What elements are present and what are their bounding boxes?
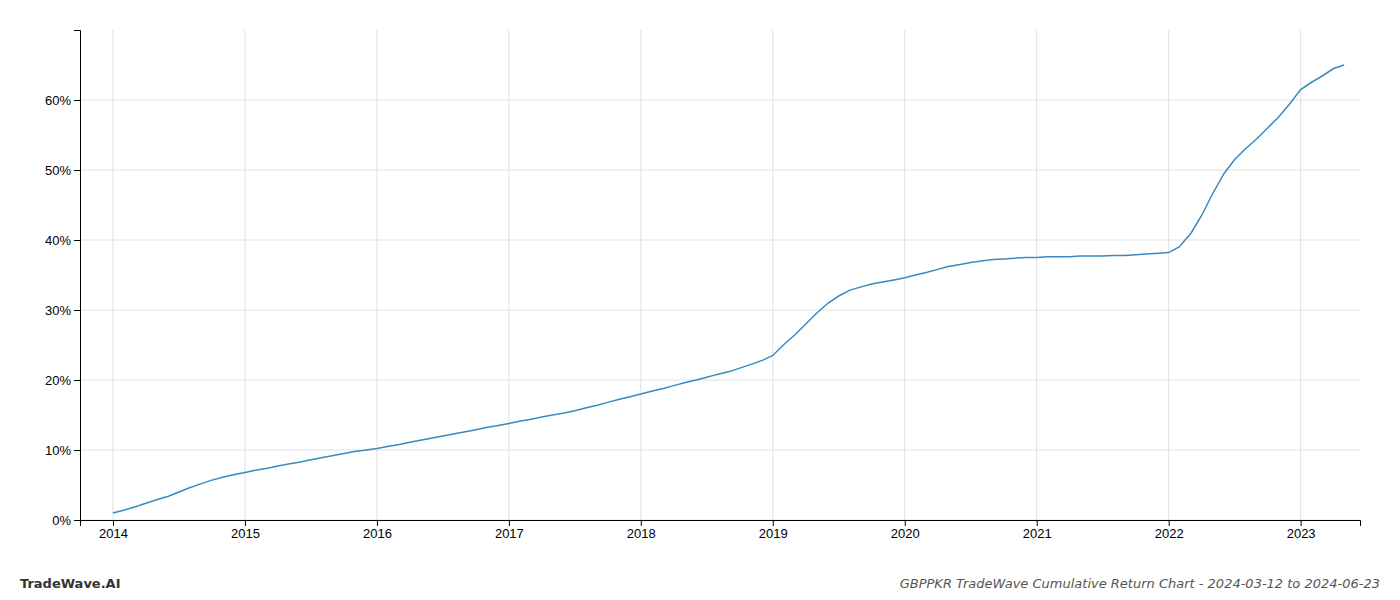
y-axis-line [74, 31, 81, 521]
x-tick-mark [773, 520, 774, 526]
x-grid-line [244, 30, 245, 520]
x-tick: 2014 [99, 520, 128, 541]
chart-svg: 2014 2015 2016 2017 2018 2019 2020 2021 2022 2023… [0, 0, 1400, 600]
x-grid-line [772, 30, 773, 520]
x-tick: 2016 [363, 520, 392, 541]
x-tick-label: 2015 [231, 526, 260, 541]
x-tick-label: 2017 [495, 526, 524, 541]
y-tick: 0% [52, 513, 80, 528]
x-grid-line [1168, 30, 1169, 520]
line [113, 65, 1344, 513]
y-tick-mark [74, 380, 80, 381]
x-tick: 2019 [759, 520, 788, 541]
x-tick-label: 2019 [759, 526, 788, 541]
x-grid-line [508, 30, 509, 520]
y-tick: 20% [45, 373, 80, 388]
x-tick-label: 2014 [99, 526, 128, 541]
x-tick: 2023 [1287, 520, 1316, 541]
x-tick-mark [1301, 520, 1302, 526]
y-grid-line [80, 170, 1360, 171]
y-tick-label: 50% [45, 163, 71, 178]
y-grid-line [80, 310, 1360, 311]
marks [113, 65, 1344, 513]
y-grid-line [80, 450, 1360, 451]
x-tick-mark [245, 520, 246, 526]
x-tick-mark [113, 520, 114, 526]
x-tick-mark [1037, 520, 1038, 526]
y-tick-label: 30% [45, 303, 71, 318]
y-tick-label: 40% [45, 233, 71, 248]
x-tick: 2020 [891, 520, 920, 541]
plot-area: 2014 2015 2016 2017 2018 2019 2020 2021 2022 2023… [45, 30, 1361, 541]
x-tick-label: 2021 [1023, 526, 1052, 541]
y-tick-mark [74, 170, 80, 171]
y-tick-mark [74, 450, 80, 451]
x-tick: 2015 [231, 520, 260, 541]
y-tick-label: 0% [52, 513, 71, 528]
x-grid-line [376, 30, 377, 520]
grid [80, 30, 1360, 520]
x-grid-line [1300, 30, 1301, 520]
y-tick-mark [74, 520, 80, 521]
x-tick-label: 2022 [1155, 526, 1184, 541]
x-tick-mark [641, 520, 642, 526]
x-tick: 2018 [627, 520, 656, 541]
y-tick: 10% [45, 443, 80, 458]
y-tick-label: 10% [45, 443, 71, 458]
y-tick: 40% [45, 233, 80, 248]
x-tick-mark [509, 520, 510, 526]
x-tick-mark [377, 520, 378, 526]
y-grid-line [80, 240, 1360, 241]
x-tick-label: 2023 [1287, 526, 1316, 541]
y-tick: 50% [45, 163, 80, 178]
y-tick: 30% [45, 303, 80, 318]
title: GBPPKR TradeWave Cumulative Return Chart… [900, 576, 1380, 591]
annotation: TradeWave.AI [20, 576, 121, 591]
x-tick: 2017 [495, 520, 524, 541]
y-axis: 0% 10% 20% 30% 40% 50% 60% [45, 31, 81, 528]
x-tick-mark [1169, 520, 1170, 526]
x-tick-label: 2018 [627, 526, 656, 541]
x-tick: 2021 [1023, 520, 1052, 541]
x-grid-line [1036, 30, 1037, 520]
y-tick-label: 60% [45, 93, 71, 108]
x-axis: 2014 2015 2016 2017 2018 2019 2020 2021 2022 2023 [81, 520, 1361, 541]
x-tick-label: 2020 [891, 526, 920, 541]
x-grid-line [112, 30, 113, 520]
y-tick-label: 20% [45, 373, 71, 388]
y-grid-line [80, 100, 1360, 101]
x-grid-line [904, 30, 905, 520]
x-tick-mark [905, 520, 906, 526]
y-grid-line [80, 380, 1360, 381]
x-grid-line [640, 30, 641, 520]
y-tick-mark [74, 240, 80, 241]
x-tick: 2022 [1155, 520, 1184, 541]
x-axis-line [81, 521, 1361, 527]
x-tick-label: 2016 [363, 526, 392, 541]
y-tick-mark [74, 100, 80, 101]
y-tick-mark [74, 310, 80, 311]
y-tick: 60% [45, 93, 80, 108]
